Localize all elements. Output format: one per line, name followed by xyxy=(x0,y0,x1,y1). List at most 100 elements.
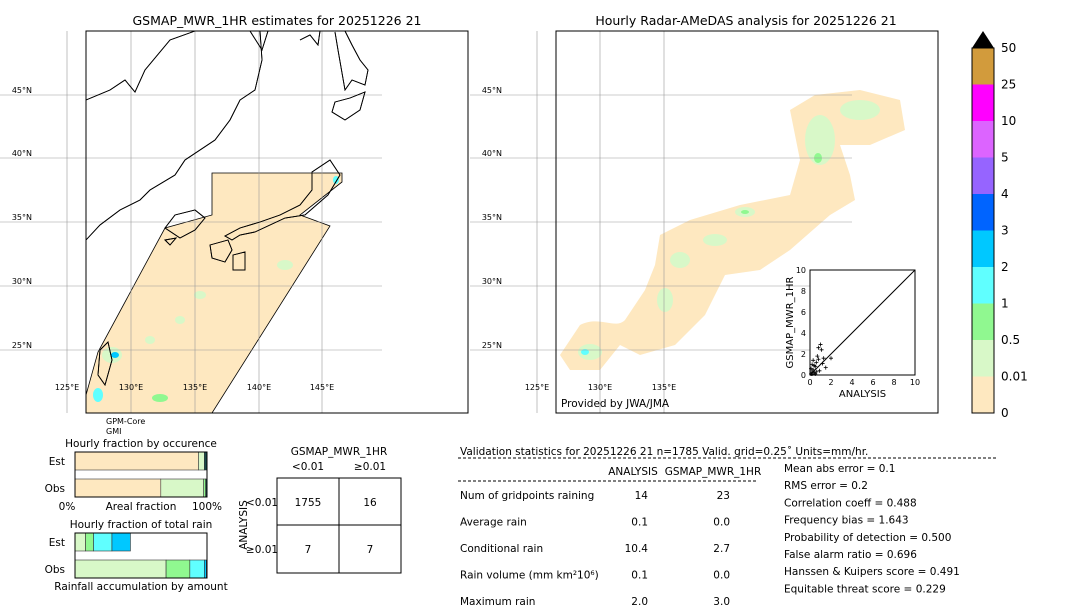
y-tick-label: 8 xyxy=(801,287,806,296)
stats-analysis-value: 10.4 xyxy=(625,543,649,555)
colorbar-label: 2 xyxy=(1001,260,1009,274)
colorbar-segment xyxy=(972,230,994,267)
coastline xyxy=(249,30,269,52)
scatter-point xyxy=(818,342,823,347)
colorbar-label: 3 xyxy=(1001,224,1009,238)
score-line: Mean abs error = 0.1 xyxy=(784,463,895,475)
score-line: RMS error = 0.2 xyxy=(784,480,868,492)
colorbar-segment xyxy=(972,157,994,194)
colorbar-label: 5 xyxy=(1001,151,1009,165)
bar-segment xyxy=(189,559,205,579)
coastline xyxy=(224,159,341,241)
bar-segment xyxy=(74,451,199,471)
colorbar-label: 0.5 xyxy=(1001,333,1020,347)
contingency-row-label: <0.01 xyxy=(246,497,278,509)
contingency-cell: 7 xyxy=(305,544,312,556)
x-tick-label: 2 xyxy=(828,378,833,387)
bar-segment xyxy=(111,532,131,552)
scatter-point xyxy=(810,371,815,376)
scatter-point xyxy=(814,360,819,365)
lat-label: 40°N xyxy=(12,149,32,158)
bar-x-label: Rainfall accumulation by amount xyxy=(54,581,227,593)
coastline xyxy=(331,91,366,121)
lon-label: 145°E xyxy=(310,383,334,392)
scatter-inset: 0 2 4 6 8 10 0 2 4 6 8 10 ANALYSIS GSMAP_MWR_1HR xyxy=(785,266,920,400)
score-line: Equitable threat score = 0.229 xyxy=(784,583,946,595)
colorbar-label: 0 xyxy=(1001,406,1009,420)
stats-analysis-value: 0.1 xyxy=(631,570,648,582)
stats-row-label: Rain volume (mm km²10⁶) xyxy=(460,570,599,582)
stats-row-label: Conditional rain xyxy=(460,543,543,555)
coastline xyxy=(299,30,321,47)
bar-category-label: Est xyxy=(49,537,65,549)
left-map: GSMAP_MWR_1HR estimates for 20251226 21 … xyxy=(0,13,469,436)
lat-label: 25°N xyxy=(482,341,502,350)
analysis-rain-patches xyxy=(578,100,880,360)
stats-gsmap-value: 3.0 xyxy=(713,596,730,608)
contingency-cell: 16 xyxy=(363,497,377,509)
scatter-point xyxy=(820,361,825,366)
scatter-point xyxy=(819,347,824,352)
scatter-point xyxy=(810,362,815,367)
lon-label: 130°E xyxy=(588,383,612,392)
scatter-point xyxy=(823,365,828,370)
scatter-point xyxy=(829,356,833,361)
bar-segment xyxy=(74,559,167,579)
colorbar-label: 10 xyxy=(1001,114,1016,128)
bar-category-label: Obs xyxy=(45,483,65,495)
bar-category-label: Obs xyxy=(45,564,65,576)
scatter-point xyxy=(816,345,821,350)
colorbar-extend-arrow xyxy=(972,31,994,48)
y-tick-label: 0 xyxy=(801,371,806,380)
scatter-point xyxy=(815,354,820,359)
coastline xyxy=(85,30,196,101)
coastline xyxy=(232,251,246,271)
rain-patches xyxy=(93,176,339,402)
contingency-col-label: ≥0.01 xyxy=(354,461,386,473)
colorbar-segment xyxy=(972,340,994,377)
lat-label: 30°N xyxy=(12,277,32,286)
lat-label: 35°N xyxy=(482,213,502,222)
bar-chart-title: Hourly fraction by occurence xyxy=(65,438,217,450)
stats-header: Validation statistics for 20251226 21 n=… xyxy=(460,446,868,458)
stats-row-label: Average rain xyxy=(460,517,527,529)
stats-gsmap-value: 23 xyxy=(717,490,730,502)
stats-gsmap-value: 0.0 xyxy=(713,570,730,582)
x-tick-label: 10 xyxy=(910,378,920,387)
x-tick-label: 8 xyxy=(891,378,896,387)
y-axis-label: GSMAP_MWR_1HR xyxy=(785,277,796,369)
score-line: Correlation coeff = 0.488 xyxy=(784,497,917,509)
contingency-row-label: ≥0.01 xyxy=(246,544,278,556)
contingency-cell: 7 xyxy=(367,544,374,556)
stats-col-gsmap: GSMAP_MWR_1HR xyxy=(665,466,761,478)
diagonal-line xyxy=(809,269,916,376)
scatter-point xyxy=(809,366,814,371)
colorbar-label: 25 xyxy=(1001,78,1016,92)
bar-x-tick: 0% xyxy=(59,501,76,513)
x-tick-label: 4 xyxy=(849,378,854,387)
bar-category-label: Est xyxy=(49,456,65,468)
stats-analysis-value: 2.0 xyxy=(631,596,648,608)
bar-frame xyxy=(74,532,208,579)
sensor-label-2: GMI xyxy=(106,427,121,436)
stats-row-label: Maximum rain xyxy=(460,596,535,608)
x-axis-label: ANALYSIS xyxy=(839,389,886,400)
scatter-point xyxy=(812,363,817,368)
colorbar: 0 0.01 0.5 1 2 3 4 5 10 25 50 xyxy=(971,31,1028,420)
y-tick-label: 6 xyxy=(801,308,806,317)
x-tick-label: 6 xyxy=(870,378,875,387)
contingency-cell: 1755 xyxy=(295,497,322,509)
stats-col-analysis: ANALYSIS xyxy=(608,466,658,478)
lon-label: 140°E xyxy=(247,383,271,392)
stats-gsmap-value: 0.0 xyxy=(713,517,730,529)
left-map-title: GSMAP_MWR_1HR estimates for 20251226 21 xyxy=(133,13,422,28)
scatter-point xyxy=(811,358,816,363)
bar-segment xyxy=(93,532,113,552)
right-map-title: Hourly Radar-AMeDAS analysis for 2025122… xyxy=(595,13,896,28)
bar-x-label: Areal fraction xyxy=(106,501,177,513)
colorbar-segment xyxy=(972,267,994,304)
y-tick-label: 10 xyxy=(796,266,806,275)
lat-label: 30°N xyxy=(482,277,502,286)
bar-segment xyxy=(198,451,205,471)
